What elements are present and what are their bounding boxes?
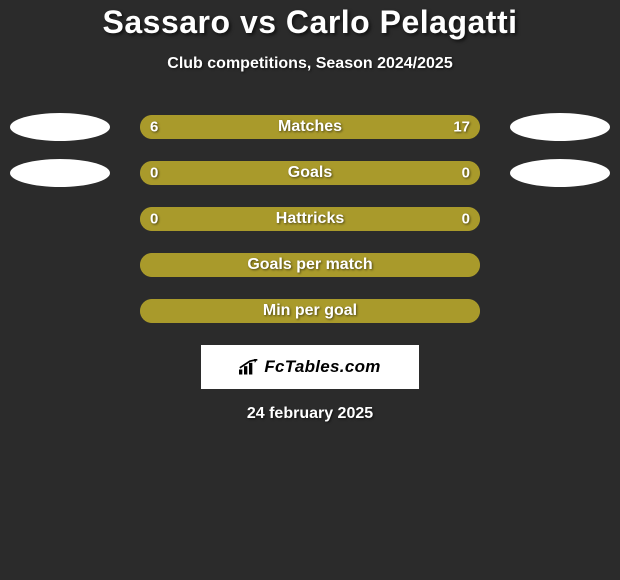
right-marker-slot: [510, 159, 610, 187]
page-subtitle: Club competitions, Season 2024/2025: [0, 55, 620, 73]
stat-value-right: 0: [462, 165, 470, 182]
date-label: 24 february 2025: [0, 405, 620, 423]
right-marker-slot: [510, 251, 610, 279]
right-marker-slot: [510, 297, 610, 325]
chart-icon: [239, 359, 259, 375]
left-marker-slot: [10, 251, 110, 279]
left-marker-slot: [10, 159, 110, 187]
stat-value-left: 0: [150, 165, 158, 182]
stat-bar: 6 17 Matches: [140, 115, 480, 139]
comparison-infographic: Sassaro vs Carlo Pelagatti Club competit…: [0, 0, 620, 423]
stat-row: Goals per match: [0, 253, 620, 277]
player-marker-right: [510, 159, 610, 187]
left-marker-slot: [10, 297, 110, 325]
stat-label: Matches: [278, 118, 342, 136]
stat-label: Hattricks: [276, 210, 344, 228]
stat-bar: 0 0 Goals: [140, 161, 480, 185]
stat-row: 0 0 Goals: [0, 161, 620, 185]
player-marker-left: [10, 113, 110, 141]
stat-label: Goals per match: [247, 256, 372, 274]
attribution-text: FcTables.com: [264, 357, 380, 377]
right-marker-slot: [510, 113, 610, 141]
stat-label: Min per goal: [263, 302, 357, 320]
left-marker-slot: [10, 205, 110, 233]
stat-bar: 0 0 Hattricks: [140, 207, 480, 231]
stat-label: Goals: [288, 164, 332, 182]
stat-row: 0 0 Hattricks: [0, 207, 620, 231]
stat-row: 6 17 Matches: [0, 115, 620, 139]
page-title: Sassaro vs Carlo Pelagatti: [0, 4, 620, 41]
stat-value-left: 6: [150, 119, 158, 136]
stat-value-right: 0: [462, 211, 470, 228]
stat-value-left: 0: [150, 211, 158, 228]
left-marker-slot: [10, 113, 110, 141]
bar-right-fill: [228, 115, 480, 139]
stat-row: Min per goal: [0, 299, 620, 323]
player-marker-left: [10, 159, 110, 187]
stat-rows: 6 17 Matches 0 0 Goals 0 0 Hattricks Goals per ma…: [0, 115, 620, 323]
attribution-badge: FcTables.com: [201, 345, 419, 389]
stat-value-right: 17: [453, 119, 470, 136]
right-marker-slot: [510, 205, 610, 233]
stat-bar: Min per goal: [140, 299, 480, 323]
stat-bar: Goals per match: [140, 253, 480, 277]
player-marker-right: [510, 113, 610, 141]
